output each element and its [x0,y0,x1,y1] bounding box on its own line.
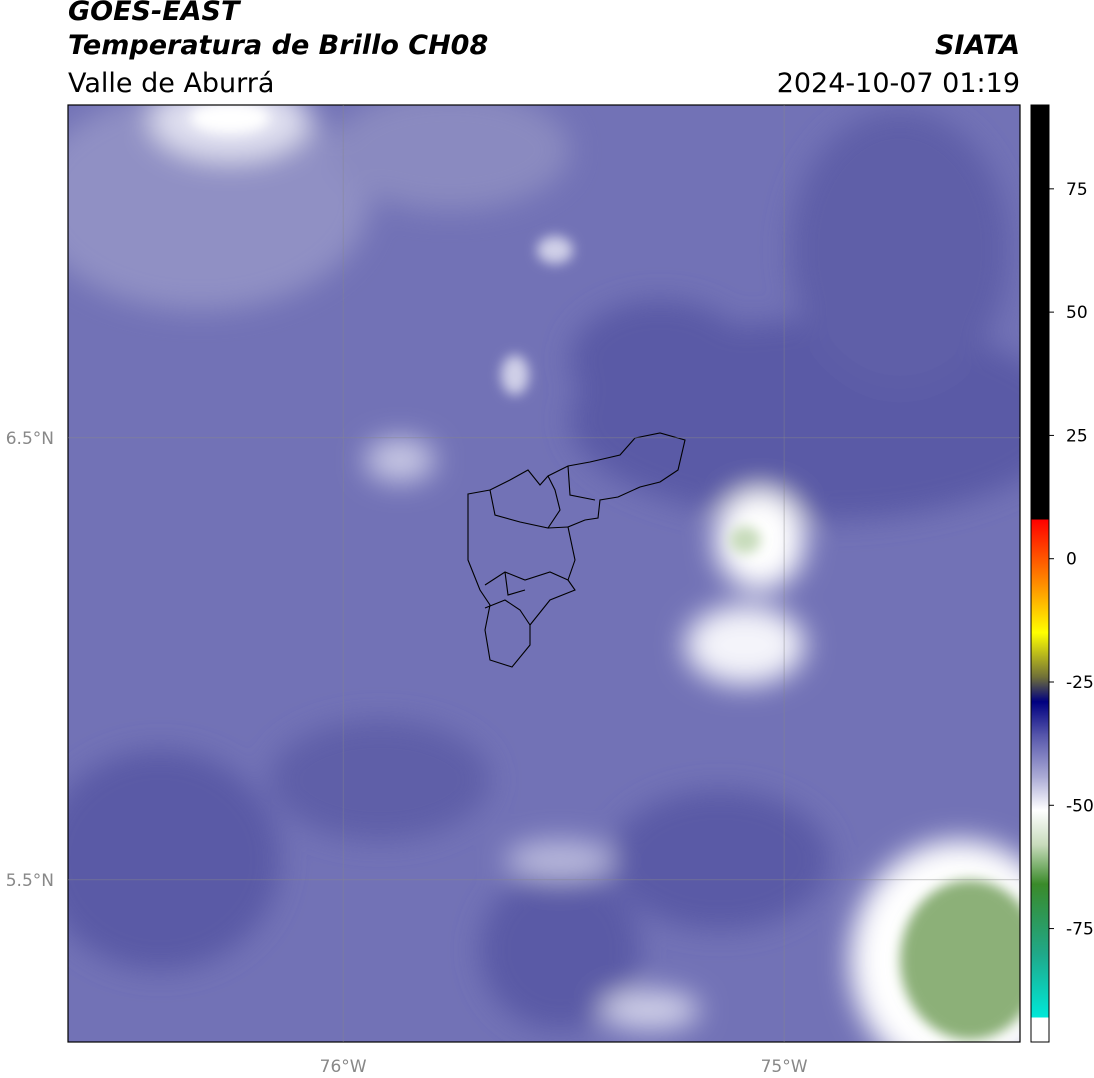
colorbar-tick-label: 75 [1066,180,1088,200]
subtitle: Temperatura de Brillo CH08 [68,30,488,61]
x-tick-label: 75°W [761,1057,808,1077]
colorbar-tick-label: 50 [1066,303,1088,323]
satellite-image [68,105,1020,1042]
datetime: 2024-10-07 01:19 [777,68,1020,99]
y-tick-label: 5.5°N [6,871,54,891]
title: GOES-EAST [68,0,242,27]
y-tick-label: 6.5°N [6,429,54,449]
colorbar-tick-label: 0 [1066,550,1077,570]
colorbar [1030,104,1050,1043]
colorbar-tick-label: -50 [1066,796,1094,816]
colorbar-tick-label: 25 [1066,426,1088,446]
colorbar-tick-label: -75 [1066,920,1094,940]
x-tick-label: 76°W [320,1057,367,1077]
source: SIATA [935,30,1020,61]
region: Valle de Aburrá [68,68,274,99]
municipal-boundaries [467,432,686,668]
map-frame [67,104,1021,1043]
colorbar-tick-label: -25 [1066,673,1094,693]
